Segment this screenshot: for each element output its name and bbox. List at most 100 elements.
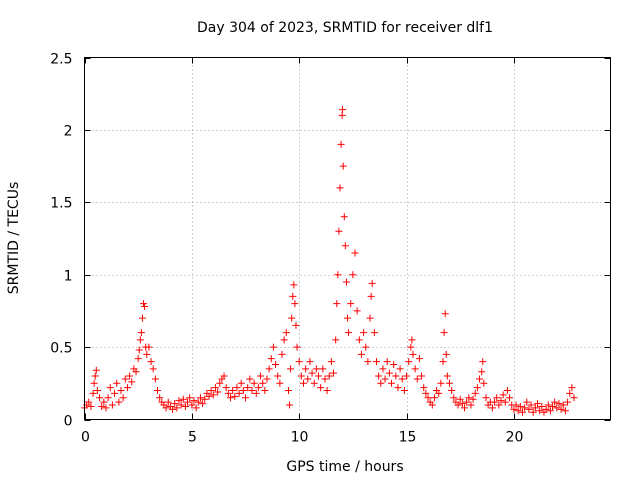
data-point xyxy=(136,336,144,344)
data-point xyxy=(310,379,318,387)
data-point xyxy=(177,401,185,409)
data-point xyxy=(339,162,347,170)
data-point xyxy=(293,343,301,351)
data-point xyxy=(304,375,312,383)
data-point xyxy=(211,384,219,392)
data-point xyxy=(408,336,416,344)
data-point xyxy=(355,336,363,344)
data-point xyxy=(226,394,234,402)
data-point xyxy=(196,394,204,402)
data-point xyxy=(317,384,325,392)
x-tick-label: 0 xyxy=(81,430,90,446)
data-point xyxy=(90,379,98,387)
y-tick-label: 0 xyxy=(64,414,73,430)
data-point xyxy=(252,389,260,397)
data-point xyxy=(518,408,526,416)
data-point xyxy=(463,398,471,406)
data-point xyxy=(104,394,112,402)
data-point xyxy=(415,355,423,363)
data-point xyxy=(98,402,106,410)
chart-title: Day 304 of 2023, SRMTID for receiver dlf… xyxy=(197,20,493,36)
data-point xyxy=(244,384,252,392)
data-point xyxy=(290,281,298,289)
data-point xyxy=(302,365,310,373)
data-point xyxy=(335,227,343,235)
data-point xyxy=(306,358,314,366)
data-point xyxy=(568,384,576,392)
data-point xyxy=(188,401,196,409)
x-tick-label: 15 xyxy=(399,430,417,446)
data-point xyxy=(362,343,370,351)
data-point xyxy=(407,343,415,351)
data-point xyxy=(254,384,262,392)
data-point xyxy=(497,397,505,405)
data-point xyxy=(418,372,426,380)
data-point xyxy=(209,391,217,399)
data-point xyxy=(478,368,486,376)
data-point xyxy=(135,346,143,354)
data-point xyxy=(553,404,561,412)
data-point xyxy=(207,387,215,395)
data-point xyxy=(164,398,172,406)
data-point xyxy=(151,375,159,383)
data-point xyxy=(91,372,99,380)
data-point xyxy=(246,375,254,383)
data-point xyxy=(85,398,93,406)
data-point xyxy=(461,404,469,412)
data-point xyxy=(445,379,453,387)
data-point xyxy=(250,379,258,387)
data-point xyxy=(357,350,365,358)
data-point xyxy=(224,389,232,397)
data-point xyxy=(341,242,349,250)
data-point xyxy=(145,343,153,351)
data-point xyxy=(514,407,522,415)
data-point xyxy=(570,394,578,402)
y-tick-label: 1 xyxy=(64,269,73,285)
data-point xyxy=(141,303,149,311)
data-point xyxy=(405,358,413,366)
data-point xyxy=(437,379,445,387)
data-point xyxy=(370,329,378,337)
data-point xyxy=(529,408,537,416)
data-point xyxy=(396,365,404,373)
data-point xyxy=(377,379,385,387)
data-point xyxy=(153,387,161,395)
data-point xyxy=(353,307,361,315)
data-point xyxy=(115,398,123,406)
data-point xyxy=(516,402,524,410)
data-point xyxy=(521,404,529,412)
data-point xyxy=(265,365,273,373)
data-point xyxy=(248,387,256,395)
data-point xyxy=(117,387,125,395)
data-point xyxy=(257,372,265,380)
data-point xyxy=(222,384,230,392)
grid xyxy=(84,57,611,420)
data-point xyxy=(295,358,303,366)
data-point xyxy=(321,375,329,383)
data-point xyxy=(411,365,419,373)
data-point xyxy=(339,106,347,114)
data-point xyxy=(471,389,479,397)
data-point xyxy=(330,369,338,377)
data-point xyxy=(205,392,213,400)
data-point xyxy=(366,314,374,322)
data-point xyxy=(503,387,511,395)
y-tick-label: 2.5 xyxy=(50,52,72,68)
data-point xyxy=(534,400,542,408)
data-point xyxy=(276,379,284,387)
data-point xyxy=(201,395,209,403)
data-point xyxy=(351,249,359,257)
data-point xyxy=(199,400,207,408)
data-point xyxy=(169,405,177,413)
data-point xyxy=(510,405,518,413)
data-point xyxy=(538,402,546,410)
data-point xyxy=(561,407,569,415)
data-point xyxy=(261,387,269,395)
data-point xyxy=(190,397,198,405)
data-point xyxy=(286,401,294,409)
data-point xyxy=(147,358,155,366)
data-point xyxy=(108,401,116,409)
x-axis-label: GPS time / hours xyxy=(286,459,403,475)
data-point xyxy=(179,395,187,403)
data-point xyxy=(349,271,357,279)
